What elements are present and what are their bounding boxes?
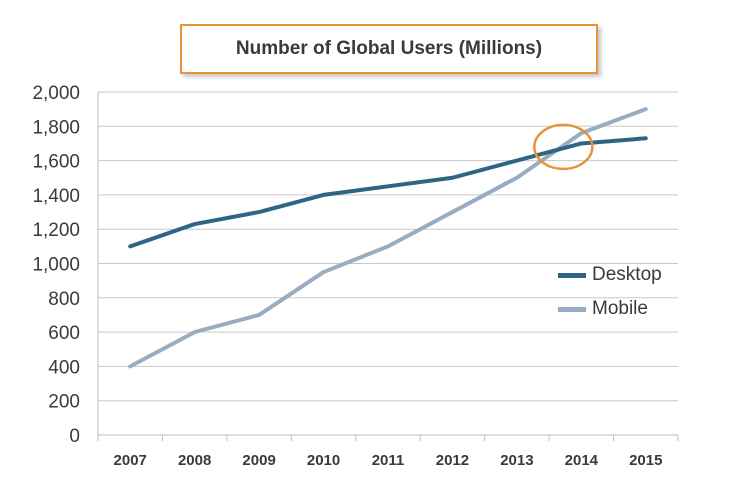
x-tick-label: 2012: [436, 452, 469, 469]
x-axis-ticks: 2007 2008 2009 2010 2011 2012 2013 2014 2015: [114, 452, 663, 469]
series-line-desktop: [128, 136, 648, 249]
legend-swatch-desktop: [558, 272, 586, 278]
legend-item-mobile: Mobile: [558, 292, 662, 326]
x-tick-label: 2007: [114, 452, 147, 469]
legend-label-desktop: Desktop: [592, 264, 662, 285]
y-tick-label: 1,600: [32, 152, 80, 173]
chart-title-box: Number of Global Users (Millions): [180, 24, 598, 74]
y-tick-label: 1,400: [32, 186, 80, 207]
axes: [97, 92, 679, 441]
y-tick-label: 600: [48, 323, 80, 344]
annotations: [533, 123, 594, 171]
x-tick-label: 2010: [307, 452, 340, 469]
x-tick-label: 2009: [242, 452, 275, 469]
legend-item-desktop: Desktop: [558, 258, 662, 292]
legend: Desktop Mobile: [558, 258, 662, 326]
legend-label-mobile: Mobile: [592, 298, 648, 319]
y-axis-ticks: 0 200 400 600 800 1,000 1,200 1,400 1,600 1,800 2,…: [32, 83, 80, 447]
x-tick-label: 2013: [500, 452, 533, 469]
crossover-highlight-ellipse: [533, 123, 594, 171]
x-tick-label: 2014: [565, 452, 599, 469]
x-tick-label: 2015: [629, 452, 662, 469]
y-tick-label: 1,200: [32, 220, 80, 241]
y-tick-label: 400: [48, 357, 80, 378]
y-tick-label: 2,000: [32, 83, 80, 104]
x-tick-label: 2008: [178, 452, 211, 469]
y-tick-label: 800: [48, 289, 80, 310]
chart-title: Number of Global Users (Millions): [235, 38, 543, 59]
y-tick-label: 0: [69, 426, 80, 447]
y-tick-label: 1,000: [32, 255, 80, 276]
series-lines: [128, 107, 648, 369]
y-tick-label: 200: [48, 392, 80, 413]
legend-swatch-mobile: [558, 306, 586, 312]
y-tick-label: 1,800: [32, 117, 80, 138]
x-tick-label: 2011: [372, 452, 405, 469]
